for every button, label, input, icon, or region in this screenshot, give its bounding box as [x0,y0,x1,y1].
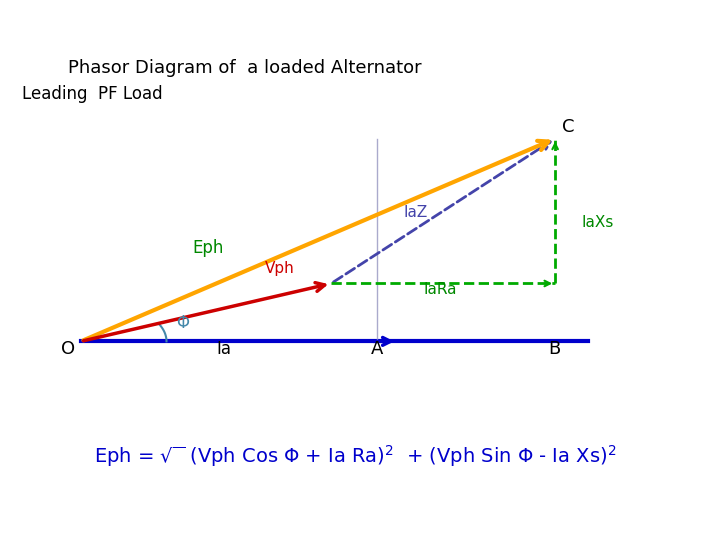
Text: Phasor Diagram of  a loaded Alternator: Phasor Diagram of a loaded Alternator [68,59,421,77]
Text: Eph = $\sqrt{\ }$ (Vph Cos $\Phi$ + Ia Ra)$^2$  + (Vph Sin $\Phi$ - Ia Xs)$^2$: Eph = $\sqrt{\ }$ (Vph Cos $\Phi$ + Ia R… [94,443,616,469]
Text: C: C [562,118,575,136]
Text: Eph: Eph [193,239,224,257]
Text: A: A [371,340,383,359]
Text: IaXs: IaXs [582,215,614,230]
Text: Ia: Ia [216,340,231,359]
Text: Leading  PF Load: Leading PF Load [22,85,162,103]
Text: O: O [61,340,75,359]
Text: Vph: Vph [265,261,295,276]
Text: B: B [549,340,561,359]
Text: IaZ: IaZ [404,205,428,220]
Text: Φ: Φ [176,314,189,332]
Text: IaRa: IaRa [423,282,457,297]
